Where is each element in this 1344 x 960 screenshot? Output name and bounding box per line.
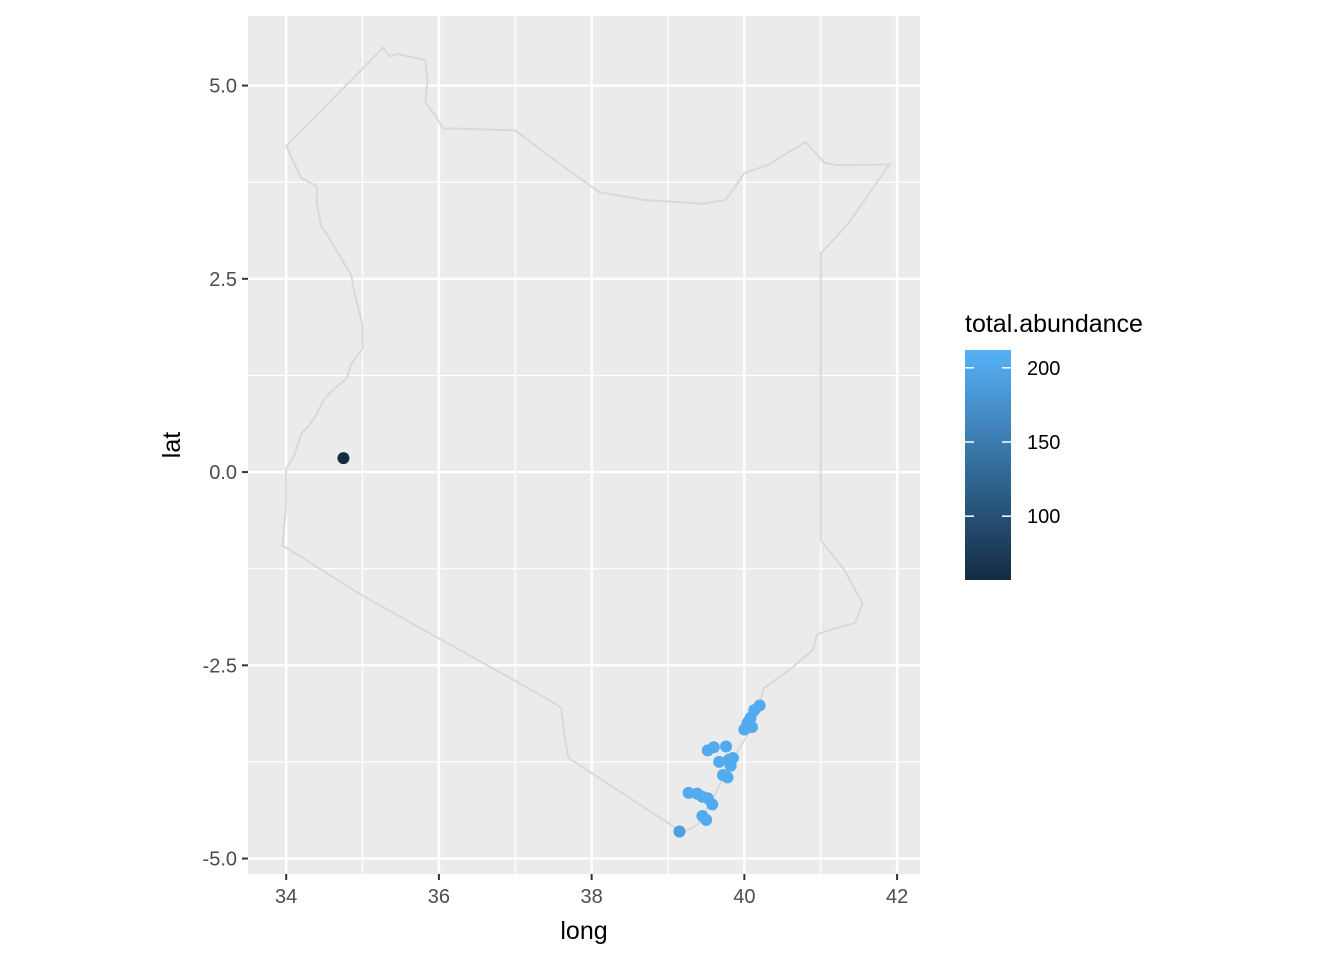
x-axis: 34 36 38 40 42 <box>275 874 908 908</box>
data-point <box>707 741 720 754</box>
data-point <box>720 740 733 753</box>
legend-break-label: 200 <box>1027 358 1060 380</box>
y-tick-label: -5.0 <box>203 849 237 871</box>
plot-panel <box>248 16 920 874</box>
data-point <box>742 714 755 727</box>
y-tick-label: -2.5 <box>203 655 237 677</box>
x-tick-label: 34 <box>275 886 297 908</box>
data-point <box>753 699 766 712</box>
y-tick-label: 5.0 <box>209 76 237 98</box>
data-point <box>700 813 713 826</box>
legend-break-label: 100 <box>1027 506 1060 528</box>
y-tick-label: 2.5 <box>209 269 237 291</box>
major-gridlines <box>248 16 920 874</box>
x-tick-label: 40 <box>733 886 755 908</box>
data-point <box>673 825 686 838</box>
data-point <box>713 755 726 768</box>
data-point <box>337 452 350 465</box>
legend-colorbar <box>965 350 1011 580</box>
data-point <box>706 798 719 811</box>
legend-title: total.abundance <box>965 310 1143 338</box>
y-axis: 5.0 2.5 0.0 -2.5 -5.0 <box>203 76 248 871</box>
y-axis-title: lat <box>158 432 186 458</box>
data-points <box>337 452 766 838</box>
color-legend: total.abundance 100 150 200 <box>965 310 1143 580</box>
legend-ticks: 100 150 200 <box>965 358 1060 528</box>
x-tick-label: 36 <box>428 886 450 908</box>
legend-break-label: 150 <box>1027 432 1060 454</box>
x-axis-title: long <box>560 917 607 945</box>
x-tick-label: 42 <box>886 886 908 908</box>
x-tick-label: 38 <box>581 886 603 908</box>
data-point <box>724 759 737 772</box>
y-tick-label: 0.0 <box>209 462 237 484</box>
data-point <box>721 771 734 784</box>
